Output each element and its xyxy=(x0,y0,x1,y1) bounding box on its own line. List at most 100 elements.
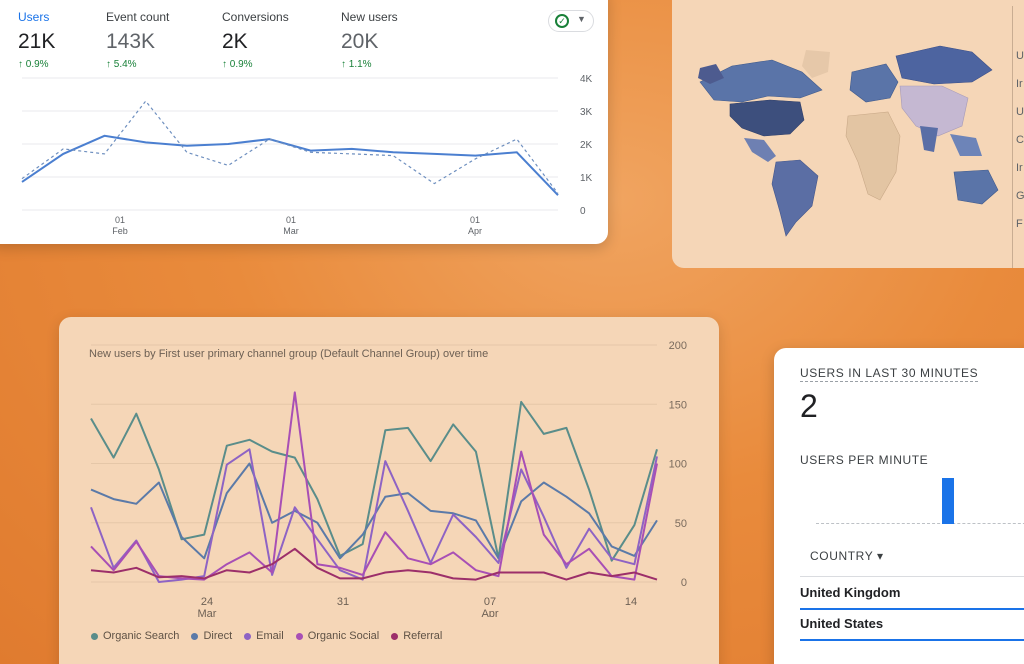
metric-conversions-label: Conversions xyxy=(222,10,289,24)
realtime-heading: USERS IN LAST 30 MINUTES xyxy=(800,366,979,382)
legend-dot xyxy=(244,632,252,640)
map-region-mexico xyxy=(744,138,776,162)
y-tick-label: 1K xyxy=(580,173,593,184)
check-circle-icon: ✓ xyxy=(555,14,569,28)
legend-dot xyxy=(295,632,303,640)
x-tick-label: 01 xyxy=(115,215,125,225)
comparison-toggle[interactable]: ✓ ▼ xyxy=(548,10,594,32)
map-country-list: U Ir U C Ir G F xyxy=(1016,42,1024,238)
users-per-minute-label: USERS PER MINUTE xyxy=(800,453,929,467)
map-region-asia xyxy=(899,85,969,137)
caret-down-icon: ▼ xyxy=(577,14,586,24)
map-list-item: C xyxy=(1016,134,1024,146)
world-map-card: U Ir U C Ir G F xyxy=(672,0,1024,268)
x-tick-label: Apr xyxy=(481,608,498,617)
country-dropdown-label: COUNTRY ▾ xyxy=(810,549,884,563)
per-minute-baseline xyxy=(816,523,1024,525)
legend-item-organic-social[interactable]: Organic Social xyxy=(295,630,380,642)
map-list-item: Ir xyxy=(1016,78,1023,90)
legend-label: Organic Social xyxy=(307,630,380,642)
metric-users-change: ↑ 0.9% xyxy=(18,59,49,70)
map-region-india xyxy=(920,126,938,152)
map-divider xyxy=(1012,6,1013,268)
legend-item-organic-search[interactable]: Organic Search xyxy=(91,630,179,642)
chart-legend: Organic Search Direct Email Organic Soci… xyxy=(91,630,442,642)
series-line-organic-social xyxy=(90,391,658,581)
map-list-item: G xyxy=(1016,190,1024,202)
legend-label: Referral xyxy=(403,630,443,642)
y-tick-label: 200 xyxy=(669,340,687,352)
x-tick-label: 14 xyxy=(625,596,637,608)
x-tick-label: Feb xyxy=(112,226,128,236)
map-region-south-america xyxy=(771,159,819,237)
users-series-line xyxy=(21,134,559,196)
x-tick-label: 31 xyxy=(337,596,349,608)
metric-new-users-value: 20K xyxy=(341,30,379,53)
x-tick-label: 24 xyxy=(201,596,213,608)
metric-conversions[interactable]: Conversions 2K ↑ 0.9% xyxy=(222,10,289,70)
country-row-united-states[interactable]: United States xyxy=(800,616,1024,641)
map-list-item: U xyxy=(1016,50,1024,62)
y-tick-label: 3K xyxy=(580,107,593,118)
realtime-card: USERS IN LAST 30 MINUTES 2 USERS PER MIN… xyxy=(774,348,1024,664)
channel-group-card: New users by First user primary channel … xyxy=(59,317,719,664)
series-line-organic-search xyxy=(90,400,658,562)
legend-label: Direct xyxy=(203,630,233,642)
y-tick-label: 0 xyxy=(681,577,687,589)
x-tick-label: Mar xyxy=(283,226,299,236)
x-tick-label: 01 xyxy=(470,215,480,225)
legend-label: Organic Search xyxy=(103,630,180,642)
map-region-southeast-asia xyxy=(950,134,982,156)
series-line-direct xyxy=(90,462,658,560)
series-line-referral xyxy=(90,547,658,581)
map-region-canada xyxy=(699,59,823,103)
y-tick-label: 100 xyxy=(669,459,687,471)
map-region-greenland xyxy=(802,50,830,78)
overview-card: Users 21K ↑ 0.9% Event count 143K ↑ 5.4%… xyxy=(0,0,608,244)
map-list-item: U xyxy=(1016,106,1024,118)
map-region-europe xyxy=(849,63,899,103)
world-map xyxy=(698,45,999,237)
legend-item-email[interactable]: Email xyxy=(244,630,284,642)
comparison-series-line xyxy=(21,100,559,194)
realtime-user-count: 2 xyxy=(800,388,818,424)
legend-dot xyxy=(191,632,199,640)
x-tick-label: 07 xyxy=(484,596,496,608)
metric-new-users[interactable]: New users 20K ↑ 1.1% xyxy=(341,10,398,70)
legend-item-direct[interactable]: Direct xyxy=(191,630,232,642)
chart-title: New users by First user primary channel … xyxy=(89,348,489,360)
metric-event-count-value: 143K xyxy=(106,30,156,53)
metric-event-count-change: ↑ 5.4% xyxy=(106,59,137,70)
x-tick-label: Mar xyxy=(198,608,217,617)
map-region-usa xyxy=(729,99,805,137)
legend-dot xyxy=(391,632,399,640)
map-list-item: F xyxy=(1016,218,1023,230)
metric-event-count-label: Event count xyxy=(106,10,170,24)
table-divider xyxy=(800,576,1024,577)
y-tick-label: 50 xyxy=(675,518,687,530)
map-region-africa xyxy=(845,111,901,201)
legend-item-referral[interactable]: Referral xyxy=(391,630,442,642)
y-tick-label: 4K xyxy=(580,74,593,85)
metric-event-count[interactable]: Event count 143K ↑ 5.4% xyxy=(106,10,169,70)
y-tick-label: 150 xyxy=(669,399,687,411)
map-list-item: Ir xyxy=(1016,162,1023,174)
metric-new-users-change: ↑ 1.1% xyxy=(341,59,372,70)
per-minute-bar[interactable] xyxy=(942,478,954,524)
metric-users-label: Users xyxy=(18,10,50,24)
metric-users[interactable]: Users 21K ↑ 0.9% xyxy=(18,10,55,70)
metric-users-value: 21K xyxy=(18,30,56,53)
metric-conversions-change: ↑ 0.9% xyxy=(222,59,253,70)
series-line-email xyxy=(90,448,658,583)
x-tick-label: Apr xyxy=(468,226,482,236)
y-tick-label: 2K xyxy=(580,140,593,151)
map-region-australia xyxy=(953,169,999,205)
x-tick-label: 01 xyxy=(286,215,296,225)
legend-dot xyxy=(91,632,98,640)
metric-conversions-value: 2K xyxy=(222,30,248,53)
map-region-russia xyxy=(895,45,993,85)
country-row-united-kingdom[interactable]: United Kingdom xyxy=(800,585,1024,610)
y-tick-label: 0 xyxy=(580,206,586,217)
